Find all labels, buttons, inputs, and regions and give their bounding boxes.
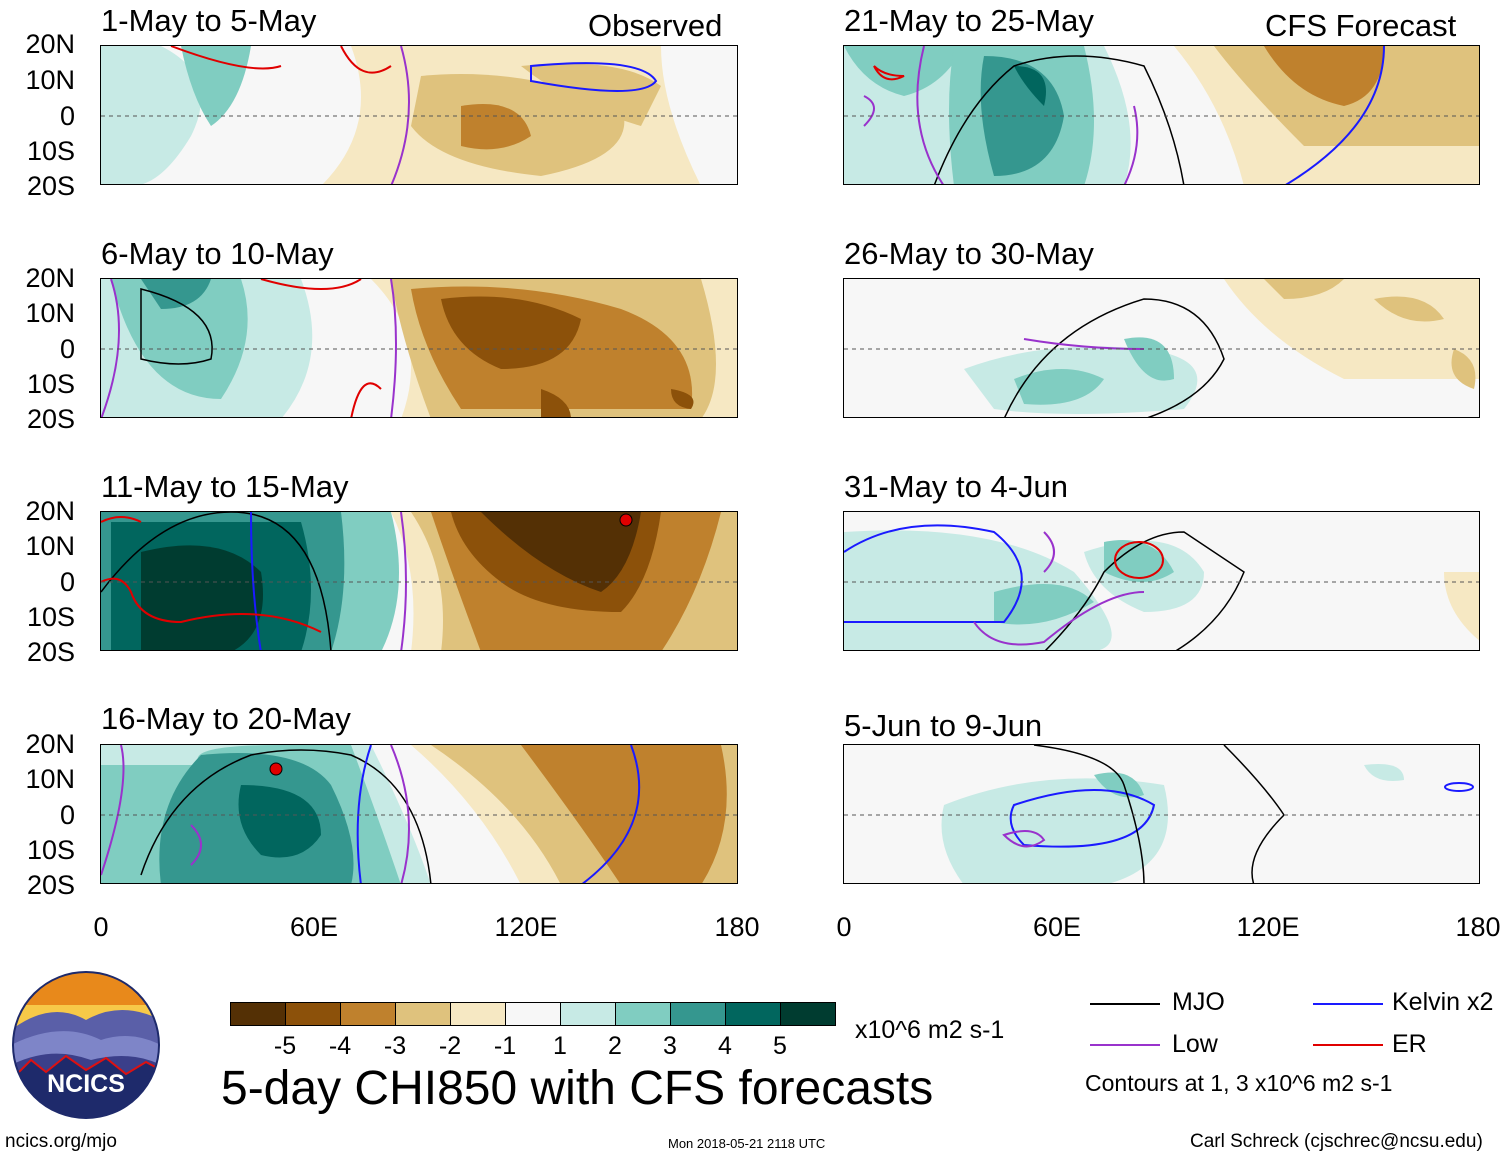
- panel-title-4: 16-May to 20-May: [101, 701, 351, 736]
- map-panel-3: [100, 511, 738, 651]
- footer-timestamp: Mon 2018-05-21 2118 UTC: [668, 1136, 826, 1151]
- legend-label-mjo: MJO: [1172, 988, 1225, 1016]
- map-field-2: [101, 279, 737, 417]
- legend-label-er: ER: [1392, 1030, 1427, 1058]
- colorbar-swatch: [725, 1002, 781, 1026]
- map-field-4: [101, 745, 737, 883]
- footer-url[interactable]: ncics.org/mjo: [5, 1131, 117, 1152]
- colorbar-tick: -5: [273, 1032, 297, 1060]
- panel-title-5: 21-May to 25-May: [844, 3, 1094, 38]
- colorbar-swatch: [285, 1002, 341, 1026]
- forecast-label: CFS Forecast: [1265, 8, 1457, 43]
- map-field-7: [844, 524, 1479, 650]
- panel-title-2: 6-May to 10-May: [101, 236, 334, 271]
- y-tick: 0: [59, 334, 75, 364]
- colorbar-swatch: [340, 1002, 396, 1026]
- panel-title-6: 26-May to 30-May: [844, 236, 1094, 271]
- colorbar-swatch: [505, 1002, 561, 1026]
- colorbar-swatch: [450, 1002, 506, 1026]
- legend-line-er: [1313, 1044, 1383, 1046]
- colorbar-tick: 4: [718, 1032, 732, 1060]
- x-tick: 60E: [289, 912, 339, 942]
- colorbar-swatch: [395, 1002, 451, 1026]
- y-tick: 10N: [25, 764, 75, 794]
- y-tick: 20S: [26, 870, 75, 900]
- map-field-1: [101, 46, 737, 184]
- y-tick: 20S: [26, 171, 75, 201]
- logo-icon: [12, 971, 160, 1119]
- y-tick: 20N: [25, 29, 75, 59]
- y-tick: 10N: [25, 65, 75, 95]
- colorbar-swatch: [230, 1002, 286, 1026]
- logo-text: NCICS: [47, 1070, 125, 1098]
- map-panel-1: [100, 45, 738, 185]
- y-tick: 10S: [26, 369, 75, 399]
- x-tick: 180: [1455, 912, 1501, 942]
- colorbar-tick: -1: [493, 1032, 517, 1060]
- legend-line-kelvin: [1313, 1003, 1383, 1005]
- y-tick: 10S: [26, 136, 75, 166]
- x-tick: 120E: [494, 912, 558, 942]
- colorbar-swatch: [615, 1002, 671, 1026]
- ncics-logo: NCICS: [11, 970, 161, 1120]
- map-panel-5: [843, 45, 1480, 185]
- y-tick: 0: [59, 567, 75, 597]
- colorbar-tick: -4: [328, 1032, 352, 1060]
- map-field-6: [844, 279, 1479, 417]
- legend-label-low: Low: [1172, 1030, 1218, 1058]
- x-tick: 180: [714, 912, 760, 942]
- y-tick: 20N: [25, 729, 75, 759]
- y-tick: 10S: [26, 602, 75, 632]
- x-tick: 0: [836, 912, 852, 942]
- colorbar-tick: -3: [383, 1032, 407, 1060]
- panel-title-1: 1-May to 5-May: [101, 3, 317, 38]
- colorbar-tick: -2: [438, 1032, 462, 1060]
- map-field-8: [844, 745, 1479, 883]
- legend-label-kelvin: Kelvin x2: [1392, 988, 1494, 1016]
- y-tick: 10N: [25, 298, 75, 328]
- panel-title-3: 11-May to 15-May: [101, 469, 349, 504]
- map-field-3: [101, 512, 737, 650]
- map-panel-8: [843, 744, 1480, 884]
- main-title: 5-day CHI850 with CFS forecasts: [221, 1062, 934, 1115]
- colorbar-swatch: [780, 1002, 836, 1026]
- y-tick: 0: [59, 101, 75, 131]
- colorbar-tick: 3: [663, 1032, 677, 1060]
- colorbar-tick: 2: [608, 1032, 622, 1060]
- x-tick: 60E: [1032, 912, 1082, 942]
- panel-title-8: 5-Jun to 9-Jun: [844, 708, 1043, 743]
- y-tick: 10S: [26, 835, 75, 865]
- y-tick: 20N: [25, 263, 75, 293]
- y-tick: 0: [59, 800, 75, 830]
- panel-title-7: 31-May to 4-Jun: [844, 469, 1068, 504]
- map-field-5: [844, 46, 1479, 184]
- y-tick: 20S: [26, 404, 75, 434]
- y-tick: 20N: [25, 496, 75, 526]
- footer-credit: Carl Schreck (cjschrec@ncsu.edu): [1190, 1131, 1483, 1152]
- map-panel-4: [100, 744, 738, 884]
- map-panel-6: [843, 278, 1480, 418]
- colorbar-swatch: [560, 1002, 616, 1026]
- y-tick: 10N: [25, 531, 75, 561]
- map-panel-7: [843, 511, 1480, 651]
- legend-line-low: [1090, 1044, 1160, 1046]
- map-panel-2: [100, 278, 738, 418]
- observed-label: Observed: [588, 8, 723, 43]
- contour-note: Contours at 1, 3 x10^6 m2 s-1: [1085, 1070, 1393, 1096]
- colorbar-tick: 1: [553, 1032, 567, 1060]
- colorbar-units: x10^6 m2 s-1: [855, 1016, 1005, 1044]
- legend-line-mjo: [1090, 1003, 1160, 1005]
- colorbar-swatch: [670, 1002, 726, 1026]
- y-tick: 20S: [26, 637, 75, 667]
- colorbar-tick: 5: [773, 1032, 787, 1060]
- x-tick: 0: [93, 912, 109, 942]
- x-tick: 120E: [1236, 912, 1300, 942]
